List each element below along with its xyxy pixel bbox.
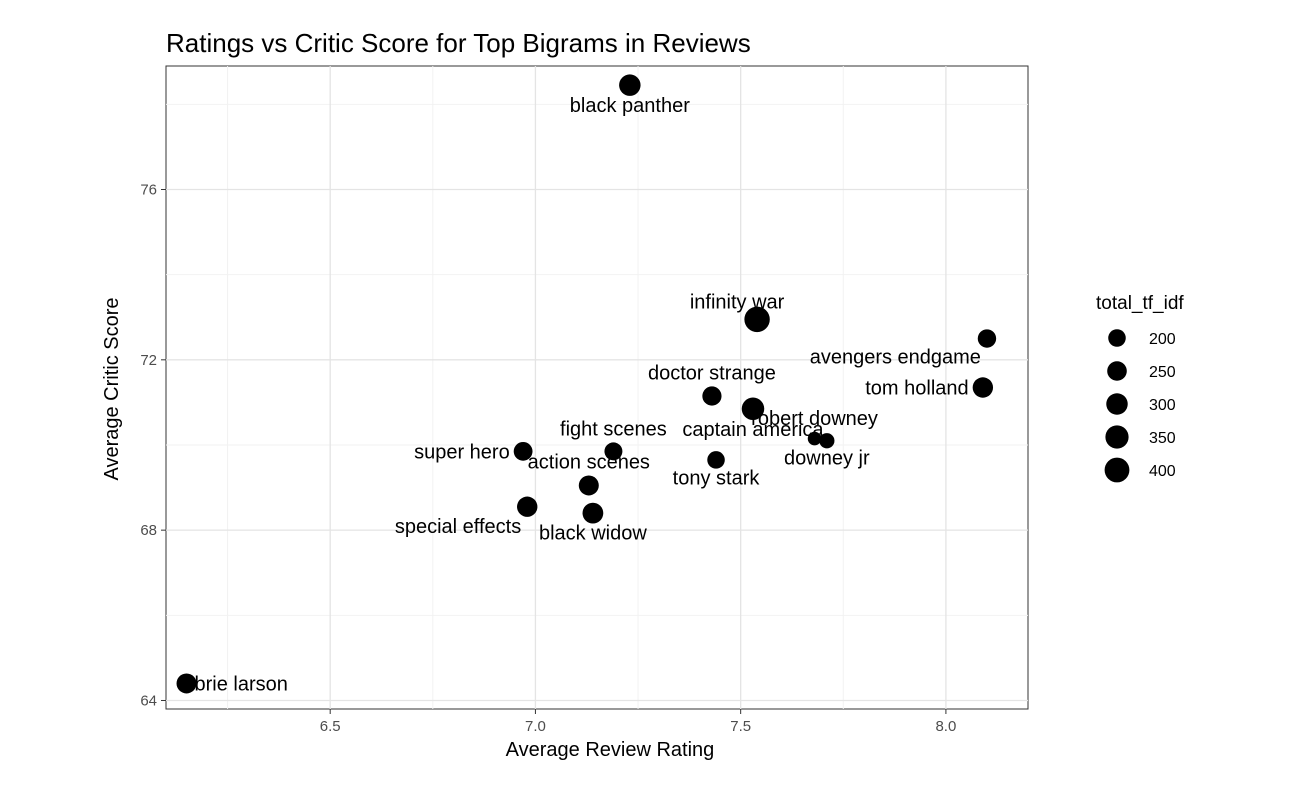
point-label: action scenes <box>528 451 650 473</box>
data-point <box>582 502 604 524</box>
legend-size-key <box>1104 457 1130 483</box>
data-point <box>707 451 725 469</box>
y-tick-label: 76 <box>140 181 157 198</box>
x-tick-label: 8.0 <box>935 718 956 735</box>
legend-label: 400 <box>1149 463 1176 480</box>
x-tick-label: 7.0 <box>525 718 546 735</box>
data-point <box>513 441 533 461</box>
point-label: tony stark <box>673 468 761 490</box>
data-point <box>741 397 765 421</box>
x-tick-label: 6.5 <box>320 718 341 735</box>
y-axis-title: Average Critic Score <box>101 297 123 480</box>
point-label: robert downey <box>751 408 878 430</box>
point-label: black widow <box>539 522 647 544</box>
legend-size-key <box>1105 425 1129 449</box>
legend-size-key <box>1106 393 1128 415</box>
data-point <box>176 673 197 694</box>
y-tick-label: 64 <box>140 692 157 709</box>
point-label: tom holland <box>865 378 968 400</box>
y-axis: 64 68 72 76 <box>140 181 166 709</box>
x-axis-title: Average Review Rating <box>506 739 715 761</box>
point-label: captain america <box>682 419 824 441</box>
legend-size-key <box>1107 361 1127 381</box>
data-point <box>972 377 994 398</box>
legend-title: total_tf_idf <box>1096 293 1184 314</box>
point-label: special effects <box>395 516 521 538</box>
data-point <box>807 431 822 446</box>
data-point <box>744 306 770 333</box>
legend-label: 350 <box>1149 430 1176 447</box>
data-point <box>619 74 641 96</box>
grid-lines <box>166 66 1028 709</box>
point-label: doctor strange <box>648 362 776 384</box>
point-label: fight scenes <box>560 418 667 440</box>
legend-label: 200 <box>1149 331 1176 348</box>
data-points <box>176 74 997 694</box>
y-tick-label: 68 <box>140 522 157 539</box>
data-point <box>517 496 538 517</box>
point-label: downey jr <box>784 447 870 469</box>
chart-title: Ratings vs Critic Score for Top Bigrams … <box>166 28 751 58</box>
legend-label: 250 <box>1149 364 1176 381</box>
point-label: black panther <box>570 95 690 117</box>
point-labels: black panther infinity war avengers endgam… <box>195 95 981 696</box>
plot-panel <box>165 65 1029 710</box>
data-point <box>819 433 835 449</box>
data-point <box>604 442 623 461</box>
point-label: brie larson <box>195 673 288 695</box>
point-label: avengers endgame <box>810 347 981 369</box>
legend-size-key <box>1108 329 1126 347</box>
x-axis: 6.5 7.0 7.5 8.0 <box>320 709 956 735</box>
y-tick-label: 72 <box>140 352 157 369</box>
point-label: infinity war <box>690 292 785 314</box>
size-legend: total_tf_idf 200 250 300 350 400 <box>1096 293 1184 483</box>
legend-label: 300 <box>1149 397 1176 414</box>
x-tick-label: 7.5 <box>730 718 751 735</box>
data-point <box>702 386 722 406</box>
data-point <box>578 475 599 496</box>
data-point <box>977 329 997 348</box>
point-label: super hero <box>414 441 510 463</box>
